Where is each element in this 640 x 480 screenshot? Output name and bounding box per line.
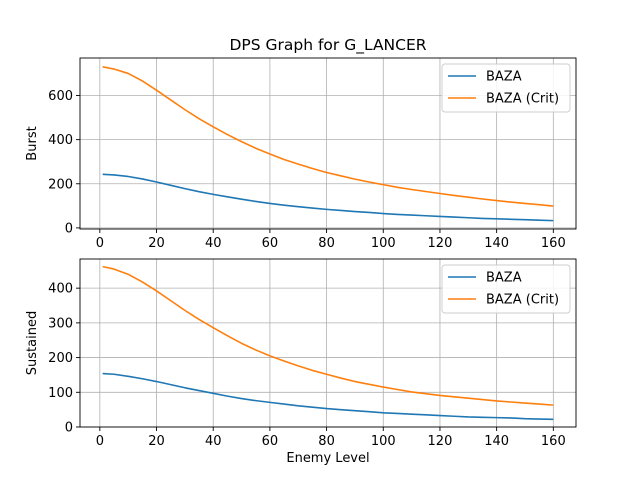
sustained-y-tick-label-400: 400 [48, 282, 73, 297]
sustained-x-tick-label-140: 140 [484, 434, 509, 449]
sustained-x-axis-label: Enemy Level [286, 451, 369, 466]
burst-x-tick-label-140: 140 [484, 236, 509, 251]
burst-series-line-1 [102, 66, 554, 207]
burst-x-tick-label-80: 80 [318, 236, 335, 251]
sustained-x-tick-label-20: 20 [148, 434, 165, 449]
burst-x-tick-label-0: 0 [96, 236, 104, 251]
sustained-legend-label-1: BAZA (Crit) [486, 293, 559, 308]
sustained-series-line-0 [102, 372, 554, 421]
burst-x-tick-label-60: 60 [262, 236, 279, 251]
sustained-x-tick-label-40: 40 [205, 434, 222, 449]
burst-plot-frame [79, 57, 577, 230]
burst-x-tick-label-100: 100 [371, 236, 396, 251]
burst-legend-label-1: BAZA (Crit) [486, 92, 559, 107]
sustained-x-tick-label-60: 60 [262, 434, 279, 449]
burst-series-line-0 [102, 173, 554, 222]
sustained-y-tick-label-0: 0 [65, 421, 73, 436]
burst-y-tick-label-400: 400 [48, 133, 73, 148]
sustained-x-tick-label-80: 80 [318, 434, 335, 449]
sustained-y-tick-label-100: 100 [48, 386, 73, 401]
sustained-plot-frame [79, 258, 577, 428]
figure-title: DPS Graph for G_LANCER [229, 36, 426, 55]
sustained-y-tick-label-200: 200 [48, 351, 73, 366]
sustained-y-tick-label-300: 300 [48, 316, 73, 331]
burst-x-tick-label-40: 40 [205, 236, 222, 251]
burst-y-axis-label: Burst [25, 126, 40, 160]
sustained-x-tick-label-120: 120 [428, 434, 453, 449]
sustained-x-tick-label-100: 100 [371, 434, 396, 449]
burst-legend-label-0: BAZA [486, 70, 522, 85]
sustained-legend-label-0: BAZA [486, 271, 522, 286]
burst-y-tick-label-200: 200 [48, 177, 73, 192]
sustained-x-tick-label-0: 0 [96, 434, 104, 449]
sustained-y-axis-label: Sustained [25, 311, 40, 375]
sustained-x-tick-label-160: 160 [541, 434, 566, 449]
burst-x-tick-label-20: 20 [148, 236, 165, 251]
burst-x-tick-label-120: 120 [428, 236, 453, 251]
burst-x-tick-label-160: 160 [541, 236, 566, 251]
burst-y-tick-label-600: 600 [48, 89, 73, 104]
burst-y-tick-label-0: 0 [65, 221, 73, 236]
sustained-series-line-1 [102, 265, 554, 406]
